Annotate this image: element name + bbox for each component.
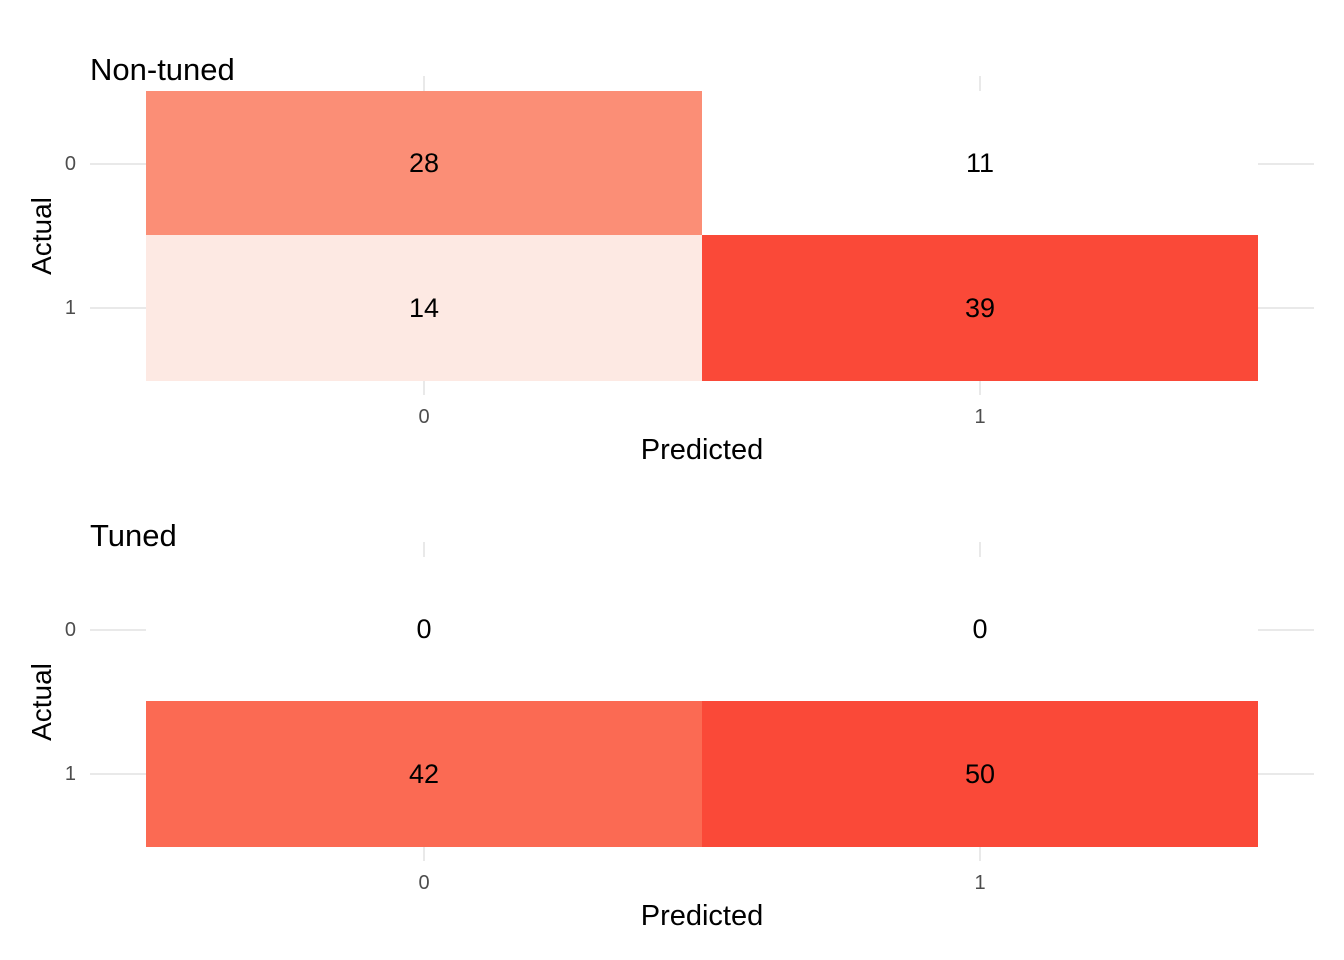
gridline-stub [1258, 163, 1314, 165]
gridline-stub [423, 76, 425, 91]
heatmap-tile: 14 [146, 235, 702, 381]
heatmap-tile: 50 [702, 701, 1258, 847]
x-tick-label: 1 [974, 406, 986, 428]
heatmap-tile: 0 [146, 557, 702, 701]
heatmap-tile: 0 [702, 557, 1258, 701]
y-tick-label: 1 [64, 297, 76, 319]
x-tick-label: 0 [418, 406, 430, 428]
heatmap-tile: 42 [146, 701, 702, 847]
cell-value: 42 [408, 758, 440, 789]
gridline-stub [90, 307, 146, 309]
cell-value: 0 [972, 613, 988, 644]
gridline-stub [979, 847, 981, 861]
x-tick-label: 0 [418, 872, 430, 894]
panel-tuned: Tuned 0 0 42 50 0 1 Actual 0 1 Predicted [0, 466, 1344, 960]
gridline-stub [979, 542, 981, 557]
cell-value: 39 [964, 292, 996, 323]
gridline-stub [423, 381, 425, 395]
cell-value: 50 [964, 758, 996, 789]
gridline-stub [90, 629, 146, 631]
gridline-stub [423, 542, 425, 557]
heatmap-tile: 28 [146, 91, 702, 235]
x-axis-title: Predicted [640, 900, 764, 932]
x-axis-title: Predicted [640, 434, 764, 466]
heatmap-tile: 39 [702, 235, 1258, 381]
heatmap-tile: 11 [702, 91, 1258, 235]
gridline-stub [979, 381, 981, 395]
gridline-stub [90, 163, 146, 165]
gridline-stub [1258, 773, 1314, 775]
y-tick-label: 0 [64, 153, 76, 175]
panel-title: Non-tuned [90, 51, 235, 87]
panel-title: Tuned [90, 517, 177, 553]
cell-value: 14 [408, 292, 440, 323]
cell-value: 28 [408, 147, 440, 178]
cell-value: 0 [416, 613, 432, 644]
gridline-stub [1258, 307, 1314, 309]
gridline-stub [90, 773, 146, 775]
y-tick-label: 1 [64, 763, 76, 785]
gridline-stub [979, 76, 981, 91]
panel-non-tuned: Non-tuned 28 11 14 39 0 1 Actual 0 1 Pre… [26, 51, 1314, 466]
x-tick-label: 1 [974, 872, 986, 894]
gridline-stub [1258, 629, 1314, 631]
y-tick-label: 0 [64, 619, 76, 641]
cell-value: 11 [965, 147, 995, 178]
gridline-stub [423, 847, 425, 861]
